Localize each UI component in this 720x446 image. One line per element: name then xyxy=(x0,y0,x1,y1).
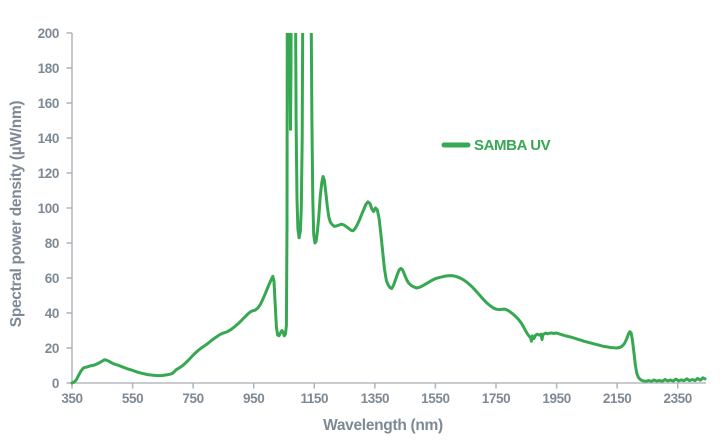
x-tick-label: 1750 xyxy=(482,391,510,406)
x-tick-label: 950 xyxy=(243,391,264,406)
spectrum-curve xyxy=(70,33,707,385)
x-tick-label: 550 xyxy=(122,391,143,406)
y-axis-title: Spectral power density (µW/nm) xyxy=(8,101,25,328)
y-tick-label: 0 xyxy=(52,376,59,391)
x-tick-label: 1950 xyxy=(542,391,570,406)
plot-area xyxy=(70,33,707,385)
x-axis-title: Wavelength (nm) xyxy=(323,417,443,434)
y-tick-label: 40 xyxy=(45,306,59,321)
legend: SAMBA UV xyxy=(441,137,551,154)
x-tick-label: 2150 xyxy=(603,391,631,406)
y-tick-label: 120 xyxy=(38,166,59,181)
x-tick-label: 1550 xyxy=(421,391,449,406)
y-tick-label: 200 xyxy=(38,26,59,41)
x-axis: 350 550 750 950 1150 1350 1550 1750 1950 2150 2350 xyxy=(61,382,706,406)
x-tick-label: 1150 xyxy=(300,391,328,406)
x-tick-label: 750 xyxy=(182,391,203,406)
legend-label: SAMBA UV xyxy=(474,137,551,154)
x-tick-label: 1350 xyxy=(361,391,389,406)
y-tick-label: 160 xyxy=(38,96,59,111)
y-tick-label: 100 xyxy=(38,201,59,216)
y-tick-label: 140 xyxy=(38,131,59,146)
y-tick-label: 60 xyxy=(45,271,59,286)
y-tick-label: 80 xyxy=(45,236,59,251)
y-tick-label: 180 xyxy=(38,61,59,76)
x-tick-label: 350 xyxy=(61,391,82,406)
y-axis: 0 20 40 60 80 100 120 140 160 180 200 xyxy=(38,26,73,391)
y-tick-label: 20 xyxy=(45,341,59,356)
x-tick-label: 2350 xyxy=(663,391,691,406)
